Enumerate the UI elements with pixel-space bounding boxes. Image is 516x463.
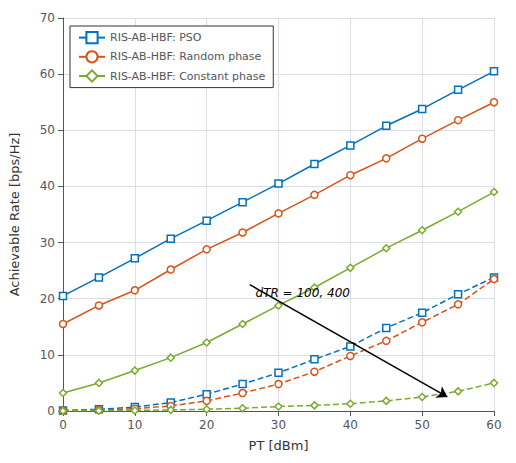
svg-text:40: 40 <box>343 418 358 432</box>
svg-text:dTR = 100, 400: dTR = 100, 400 <box>256 286 351 300</box>
svg-text:60: 60 <box>486 418 501 432</box>
svg-text:30: 30 <box>40 236 55 250</box>
svg-text:RIS-AB-HBF: Constant phase: RIS-AB-HBF: Constant phase <box>110 70 266 83</box>
svg-text:30: 30 <box>271 418 286 432</box>
svg-text:0: 0 <box>59 418 67 432</box>
svg-text:10: 10 <box>40 348 55 362</box>
svg-text:50: 50 <box>40 123 55 137</box>
svg-text:60: 60 <box>40 67 55 81</box>
svg-text:0: 0 <box>47 404 55 418</box>
svg-text:10: 10 <box>127 418 142 432</box>
svg-text:RIS-AB-HBF: PSO: RIS-AB-HBF: PSO <box>110 31 202 44</box>
svg-text:Achievable Rate [bps/Hz]: Achievable Rate [bps/Hz] <box>7 133 22 297</box>
svg-text:PT [dBm]: PT [dBm] <box>249 438 309 453</box>
svg-text:20: 20 <box>199 418 214 432</box>
svg-text:RIS-AB-HBF: Random phase: RIS-AB-HBF: Random phase <box>110 50 262 63</box>
svg-text:70: 70 <box>40 11 55 25</box>
svg-text:20: 20 <box>40 292 55 306</box>
svg-text:40: 40 <box>40 179 55 193</box>
svg-text:50: 50 <box>415 418 430 432</box>
